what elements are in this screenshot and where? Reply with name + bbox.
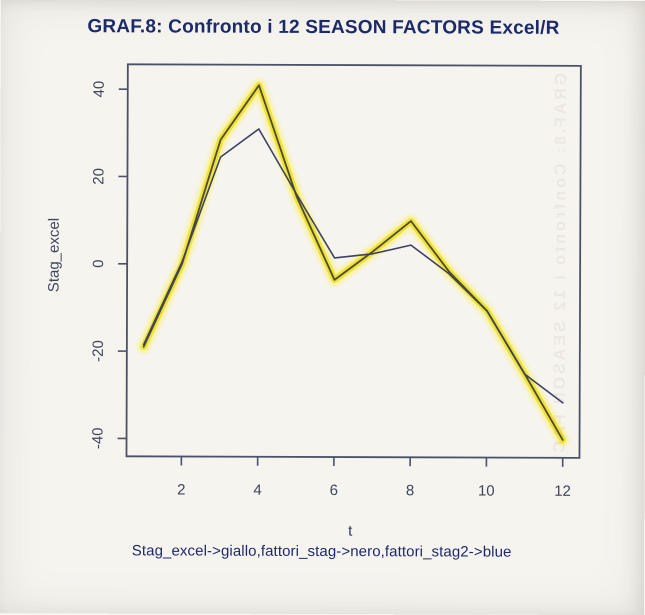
- x-axis-tick-label: 8: [406, 482, 414, 499]
- x-axis-tick-label: 6: [330, 482, 338, 499]
- x-axis-tick-label: 10: [478, 483, 495, 500]
- series-line-stag-excel: [143, 85, 564, 440]
- y-axis-tick-label: -40: [90, 427, 107, 449]
- y-axis-tick-label: 0: [90, 260, 107, 268]
- y-axis-tick-label: 40: [91, 81, 108, 98]
- x-axis-tick-label: 4: [253, 482, 261, 499]
- x-axis-tick-label: 2: [177, 481, 185, 498]
- x-axis-label: t: [348, 523, 352, 540]
- x-axis-tick-label: 12: [554, 483, 571, 500]
- y-axis-tick-label: -20: [90, 340, 107, 362]
- y-axis-tick-label: 20: [90, 168, 107, 185]
- series-lines: [143, 85, 564, 440]
- chart-subtitle: Stag_excel->giallo,fattori_stag->nero,fa…: [0, 542, 644, 561]
